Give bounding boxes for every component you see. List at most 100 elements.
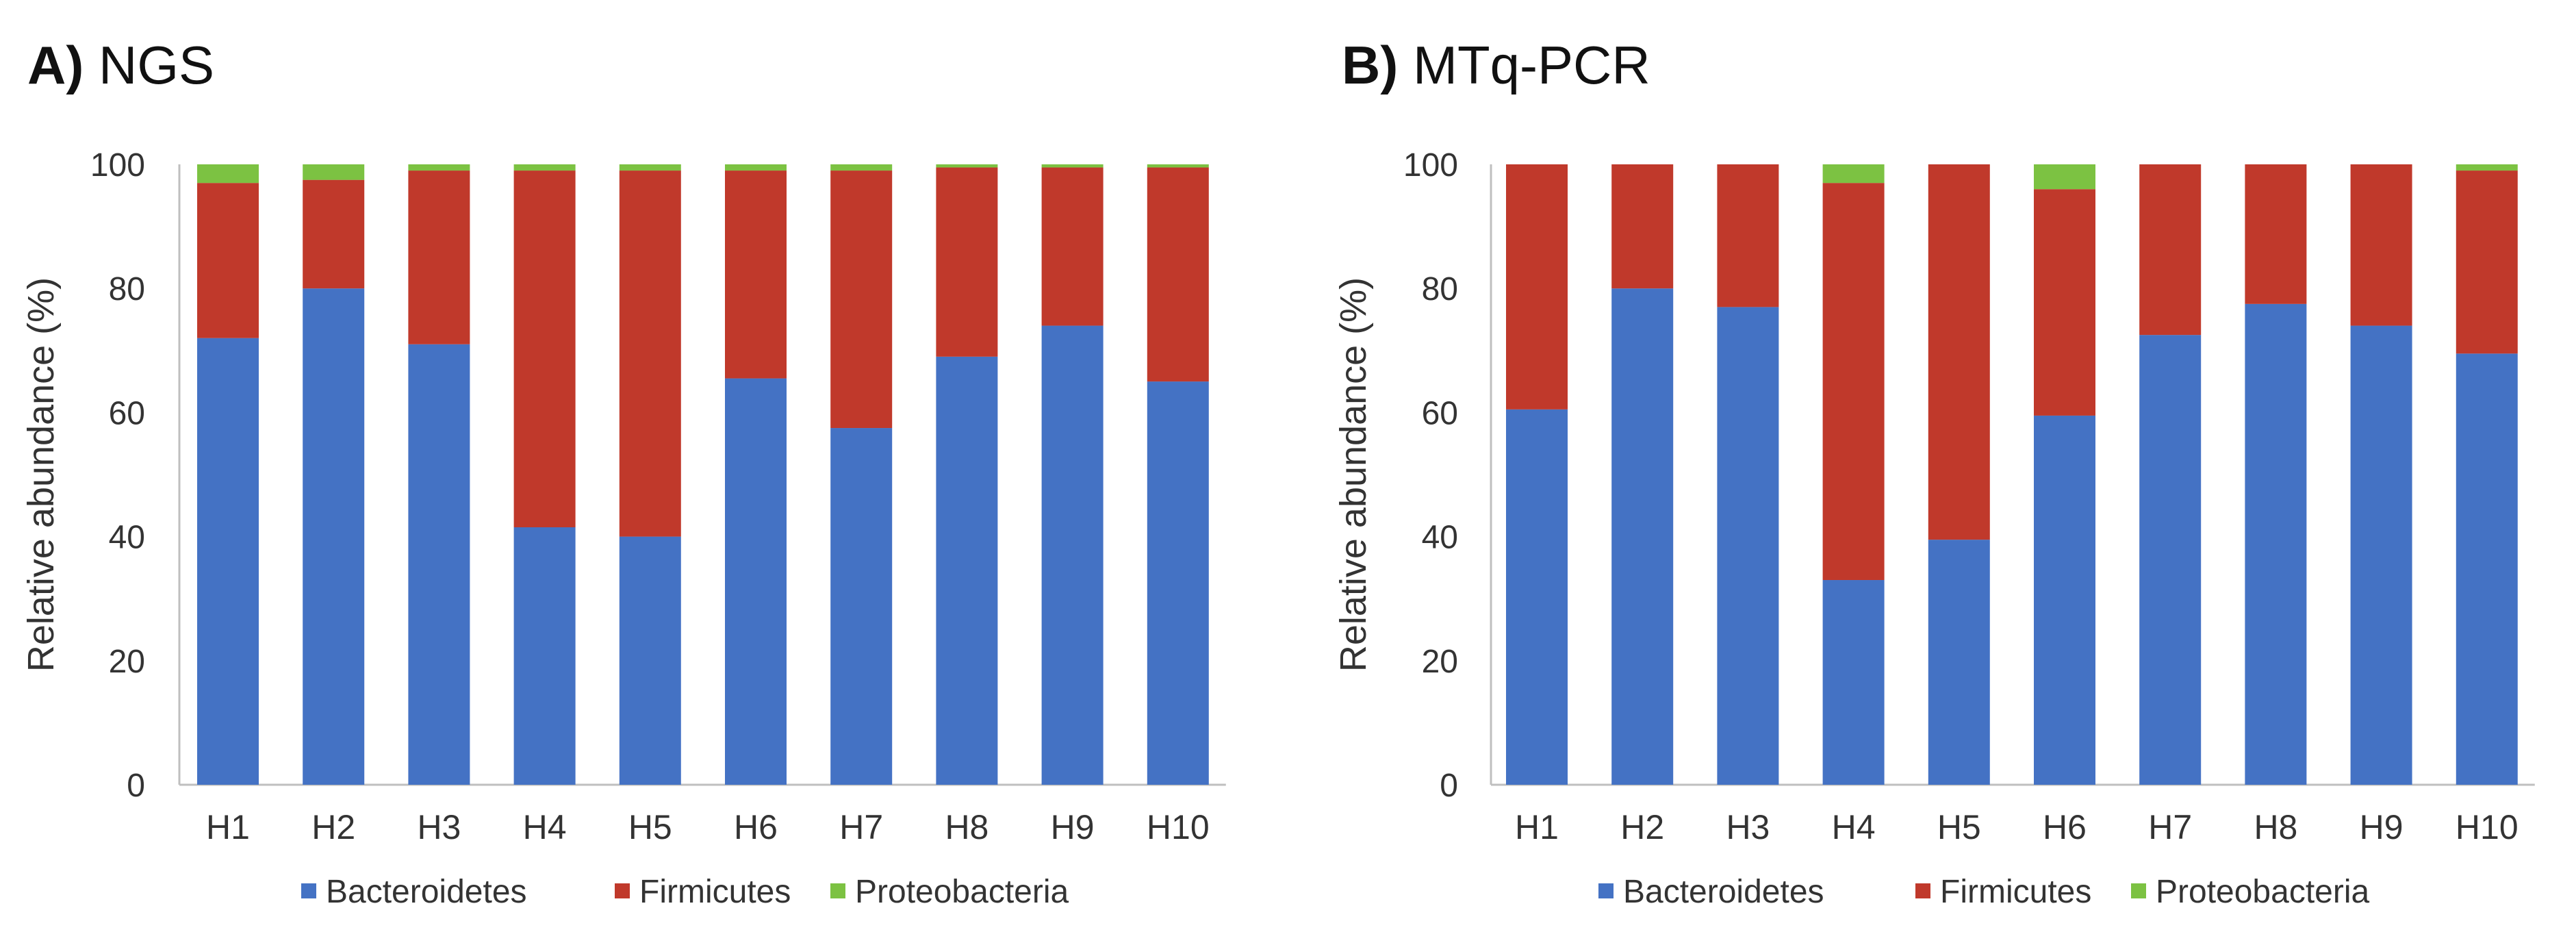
panel-letter: B) bbox=[1342, 35, 1398, 95]
bar-segment-proteobacteria-h9 bbox=[1041, 164, 1104, 168]
bar-segment-bacteroidetes-h4 bbox=[513, 527, 576, 785]
bar-segment-firmicutes-h4 bbox=[1822, 183, 1885, 581]
y-tick-label: 20 bbox=[1422, 644, 1458, 680]
bar-segment-firmicutes-h5 bbox=[1928, 164, 1990, 540]
bar-segment-firmicutes-h8 bbox=[936, 167, 998, 357]
bar-segment-proteobacteria-h6 bbox=[2034, 164, 2095, 190]
x-tick-label: H1 bbox=[1515, 808, 1559, 846]
bar-segment-bacteroidetes-h6 bbox=[725, 378, 787, 785]
panel-title: MTq-PCR bbox=[1413, 35, 1650, 95]
bar-segment-bacteroidetes-h8 bbox=[936, 356, 998, 785]
bar-segment-proteobacteria-h5 bbox=[619, 164, 681, 171]
bar-segment-bacteroidetes-h7 bbox=[2139, 335, 2202, 785]
bar-segment-proteobacteria-h1 bbox=[197, 164, 259, 184]
legend: Bacteroidetes Firmicutes Proteobacteria bbox=[301, 874, 1069, 910]
bar-segment-proteobacteria-h8 bbox=[936, 164, 998, 168]
bar-segment-firmicutes-h2 bbox=[303, 179, 365, 289]
x-tick-label: H2 bbox=[1620, 808, 1664, 846]
y-tick-label: 100 bbox=[1403, 147, 1458, 184]
bar-segment-proteobacteria-h4 bbox=[513, 164, 576, 171]
legend-label-proteobacteria: Proteobacteria bbox=[2156, 874, 2369, 910]
bar-segment-firmicutes-h9 bbox=[2350, 164, 2412, 326]
legend-swatch-proteobacteria bbox=[2131, 883, 2146, 898]
bar-segment-firmicutes-h10 bbox=[1147, 167, 1209, 382]
bar-segment-firmicutes-h3 bbox=[408, 171, 470, 344]
chart-title: A) NGS bbox=[27, 35, 214, 95]
x-tick-label: H9 bbox=[2360, 808, 2403, 846]
bar-segment-bacteroidetes-h4 bbox=[1822, 580, 1885, 785]
legend-swatch-firmicutes bbox=[1915, 883, 1930, 898]
bar-segment-proteobacteria-h10 bbox=[1147, 164, 1209, 168]
y-axis-label: Relative abundance (%) bbox=[1333, 277, 1374, 672]
y-tick-label: 20 bbox=[109, 644, 145, 680]
bar-segment-proteobacteria-h4 bbox=[1822, 164, 1885, 184]
legend-label-firmicutes: Firmicutes bbox=[1940, 874, 2091, 910]
chart-panel-b: B) MTq-PCR Relative abundance (%) 0 20 40 60 8… bbox=[1333, 35, 2535, 910]
y-tick-label: 80 bbox=[109, 271, 145, 307]
bar-segment-bacteroidetes-h10 bbox=[2456, 353, 2518, 785]
bar-segment-proteobacteria-h10 bbox=[2456, 164, 2518, 171]
x-tick-label: H4 bbox=[1832, 808, 1876, 846]
bar-segment-bacteroidetes-h2 bbox=[1611, 288, 1674, 785]
chart-title: B) MTq-PCR bbox=[1342, 35, 1650, 95]
x-tick-label: H7 bbox=[2148, 808, 2192, 846]
y-tick-label: 100 bbox=[90, 147, 145, 184]
y-tick-label: 80 bbox=[1422, 271, 1458, 307]
bar-segment-bacteroidetes-h8 bbox=[2245, 303, 2307, 785]
x-tick-label: H6 bbox=[2043, 808, 2087, 846]
bar-segment-firmicutes-h4 bbox=[513, 171, 576, 528]
bar-segment-firmicutes-h7 bbox=[2139, 164, 2202, 336]
bar-segment-proteobacteria-h7 bbox=[830, 164, 893, 171]
bar-segment-firmicutes-h9 bbox=[1041, 167, 1104, 326]
legend-label-bacteroidetes: Bacteroidetes bbox=[1623, 874, 1824, 910]
bar-segment-bacteroidetes-h9 bbox=[1041, 325, 1104, 785]
bar-segment-bacteroidetes-h3 bbox=[1717, 307, 1779, 785]
y-tick-label: 60 bbox=[109, 395, 145, 431]
x-tick-label: H10 bbox=[2456, 808, 2518, 846]
x-tick-label: H4 bbox=[523, 808, 567, 846]
legend-swatch-bacteroidetes bbox=[301, 883, 316, 898]
x-tick-label: H7 bbox=[839, 808, 883, 846]
bar-segment-bacteroidetes-h6 bbox=[2034, 415, 2095, 785]
bar-segment-proteobacteria-h6 bbox=[725, 164, 787, 171]
x-tick-label: H5 bbox=[1937, 808, 1981, 846]
x-tick-label: H10 bbox=[1147, 808, 1210, 846]
bar-segment-bacteroidetes-h5 bbox=[619, 536, 681, 785]
y-tick-label: 60 bbox=[1422, 395, 1458, 431]
bar-segment-proteobacteria-h3 bbox=[408, 164, 470, 171]
legend-label-bacteroidetes: Bacteroidetes bbox=[326, 874, 527, 910]
bar-segment-firmicutes-h10 bbox=[2456, 171, 2518, 354]
legend-label-firmicutes: Firmicutes bbox=[639, 874, 791, 910]
bar-segment-firmicutes-h8 bbox=[2245, 164, 2307, 304]
title-gap bbox=[1398, 35, 1413, 95]
bar-segment-firmicutes-h1 bbox=[1506, 164, 1568, 410]
bar-segment-firmicutes-h7 bbox=[830, 171, 893, 429]
bar-segment-bacteroidetes-h10 bbox=[1147, 381, 1209, 785]
title-gap bbox=[84, 35, 99, 95]
bar-segment-bacteroidetes-h1 bbox=[197, 338, 259, 785]
bar-segment-bacteroidetes-h3 bbox=[408, 344, 470, 785]
bar-segment-bacteroidetes-h7 bbox=[830, 428, 893, 785]
legend-swatch-proteobacteria bbox=[830, 883, 845, 898]
x-tick-label: H8 bbox=[2254, 808, 2297, 846]
x-tick-label: H5 bbox=[628, 808, 672, 846]
y-tick-label: 0 bbox=[127, 768, 145, 804]
bar-segment-firmicutes-h1 bbox=[197, 183, 259, 338]
bar-segment-bacteroidetes-h2 bbox=[303, 288, 365, 785]
bar-segment-bacteroidetes-h9 bbox=[2350, 325, 2412, 785]
legend-label-proteobacteria: Proteobacteria bbox=[855, 874, 1069, 910]
bar-segment-firmicutes-h2 bbox=[1611, 164, 1674, 289]
bar-segment-firmicutes-h6 bbox=[2034, 189, 2095, 416]
x-tick-label: H3 bbox=[1726, 808, 1770, 846]
panel-title: NGS bbox=[99, 35, 214, 95]
y-axis-label: Relative abundance (%) bbox=[21, 277, 62, 672]
bar-segment-firmicutes-h3 bbox=[1717, 164, 1779, 307]
bar-segment-firmicutes-h5 bbox=[619, 171, 681, 537]
bar-segment-bacteroidetes-h5 bbox=[1928, 540, 1990, 785]
chart-panel-a: A) NGS Relative abundance (%) 0 20 40 60 80 100… bbox=[21, 35, 1226, 910]
bar-segment-bacteroidetes-h1 bbox=[1506, 409, 1568, 785]
panel-letter: A) bbox=[27, 35, 84, 95]
x-tick-label: H6 bbox=[734, 808, 778, 846]
x-tick-label: H8 bbox=[945, 808, 989, 846]
